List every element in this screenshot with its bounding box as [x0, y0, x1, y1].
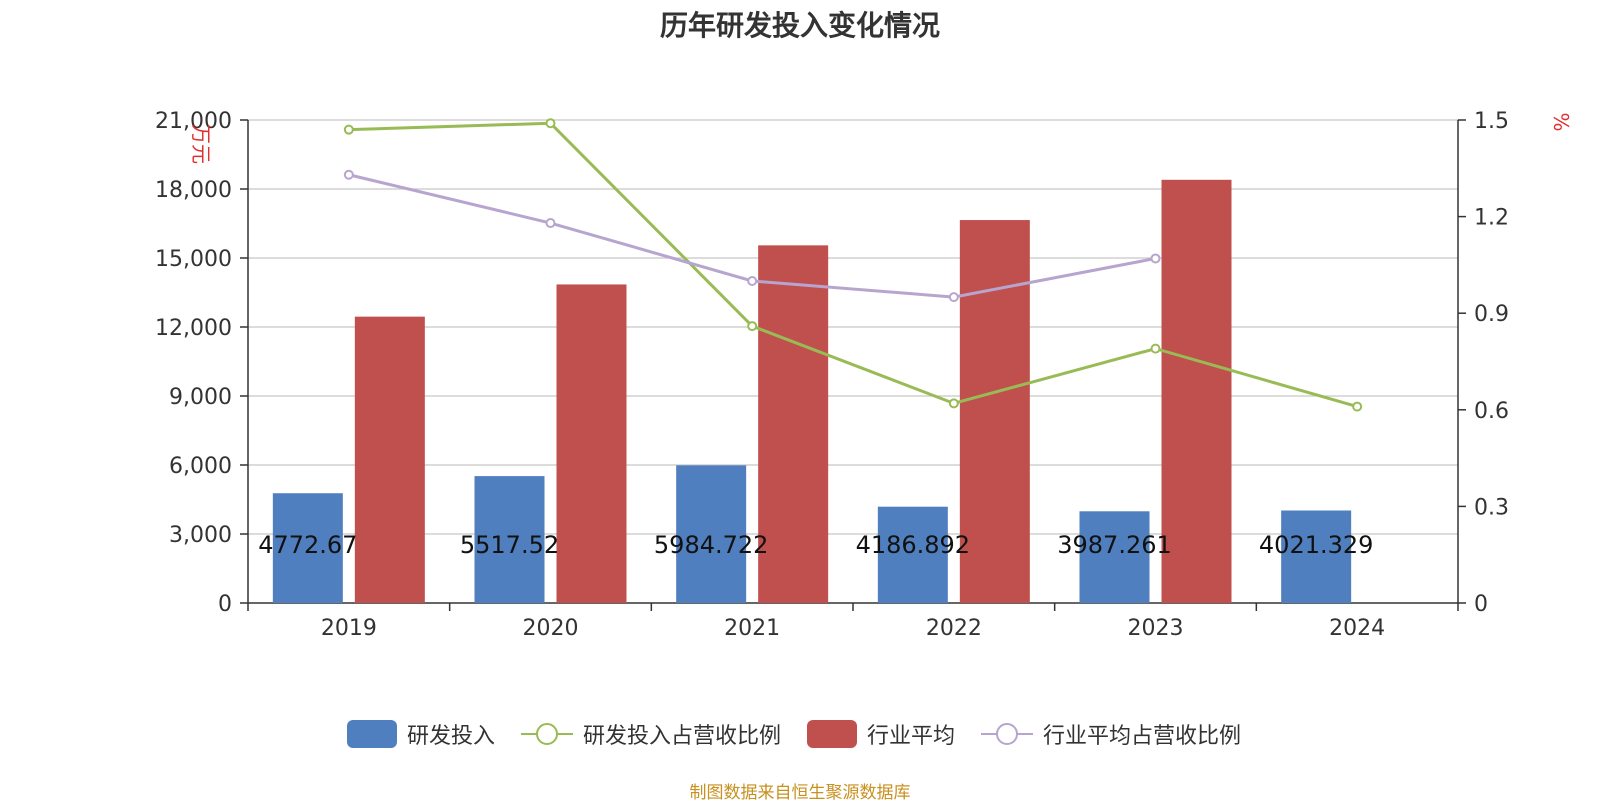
bar-industry: [959, 220, 1030, 604]
legend-label-rd-ratio: 研发投入占营收比例: [582, 724, 781, 749]
point-rd-ratio: [343, 124, 354, 135]
legend-item-rd[interactable]: 研发投入: [346, 718, 495, 750]
legend: 研发投入 研发投入占营收比例 行业平均 行业平均占营收比例: [0, 718, 1600, 750]
x-tick-label: 2021: [724, 616, 780, 641]
y-left-tick-label: 15,000: [155, 247, 232, 272]
bar-rd-label: 3987.261: [1057, 531, 1172, 559]
y-left-tick-label: 12,000: [155, 316, 232, 341]
legend-swatch-rd-ratio: [520, 723, 573, 745]
y-right-tick-label: 0.3: [1474, 495, 1509, 520]
legend-item-rd-ratio[interactable]: 研发投入占营收比例: [520, 718, 781, 750]
x-tick-label: 2023: [1128, 616, 1184, 641]
source-note: 制图数据来自恒生聚源数据库: [689, 783, 911, 803]
y-left-unit-label: 万元: [189, 124, 213, 164]
bar-rd: [676, 465, 747, 603]
x-tick-label: 2020: [523, 616, 579, 641]
point-rd-ratio: [747, 321, 758, 332]
bar-rd-label: 4021.329: [1259, 531, 1374, 559]
legend-item-ind[interactable]: 行业平均: [807, 718, 955, 750]
point-industry-ratio: [545, 218, 556, 229]
axes: 0 3,000 6,000 9,000 12,000 15,000 18,000 21,000…: [155, 109, 1573, 641]
y-right-tick-label: 1.2: [1474, 206, 1509, 231]
point-rd-ratio: [1352, 401, 1363, 412]
x-tick-label: 2024: [1329, 616, 1385, 641]
legend-label-rd: 研发投入: [406, 724, 495, 749]
y-left-tick-label: 6,000: [169, 454, 232, 479]
bar-industry: [1161, 179, 1232, 604]
y-left-tick-label: 0: [218, 592, 232, 617]
bar-rd-label: 4772.67: [258, 531, 357, 559]
bar-rd-label: 4186.892: [856, 531, 971, 559]
bar-industry: [758, 245, 829, 603]
bar-industry: [556, 284, 627, 603]
y-left-tick-label: 3,000: [169, 523, 232, 548]
bar-rd: [877, 506, 948, 603]
line-rd-ratio: [348, 121, 1358, 409]
y-right-tick-label: 0.9: [1474, 302, 1509, 327]
legend-swatch-ind: [807, 720, 857, 748]
y-right-tick-label: 1.5: [1474, 109, 1509, 134]
point-industry-ratio: [1150, 253, 1161, 264]
y-right-tick-label: 0.6: [1474, 399, 1509, 424]
grid-lines: [248, 119, 1458, 535]
point-rd-ratio: [948, 398, 959, 409]
legend-swatch-rd: [346, 720, 397, 748]
lines: [343, 118, 1363, 412]
bar-industry: [354, 316, 425, 603]
point-industry-ratio: [948, 292, 959, 303]
point-industry-ratio: [343, 169, 354, 180]
legend-label-ind: 行业平均: [867, 724, 956, 749]
bar-rd: [272, 493, 343, 603]
y-left-tick-label: 18,000: [155, 178, 232, 203]
y-left-tick-label: 21,000: [155, 109, 232, 134]
y-right-tick-label: 0: [1474, 592, 1488, 617]
point-rd-ratio: [1150, 343, 1161, 354]
y-left-tick-label: 9,000: [169, 385, 232, 410]
x-tick-label: 2019: [321, 616, 377, 641]
data-labels: 4772.67 5517.52 5984.722 4186.892 3987.261 40…: [258, 531, 1373, 559]
bar-rd: [1079, 511, 1150, 603]
chart-canvas: 0 3,000 6,000 9,000 12,000 15,000 18,000 21,000…: [155, 109, 1573, 641]
bar-rd: [474, 476, 545, 603]
point-rd-ratio: [545, 118, 556, 129]
chart-title: 历年研发投入变化情况: [659, 9, 940, 42]
point-industry-ratio: [747, 276, 758, 286]
bar-rd-label: 5517.52: [460, 531, 559, 559]
bars: [272, 179, 1352, 604]
bar-rd: [1281, 510, 1352, 603]
x-tick-label: 2022: [926, 616, 982, 641]
legend-label-ind-ratio: 行业平均占营收比例: [1043, 724, 1242, 749]
legend-item-ind-ratio[interactable]: 行业平均占营收比例: [981, 718, 1241, 750]
legend-swatch-ind-ratio: [981, 723, 1034, 745]
y-right-unit-label: %: [1549, 112, 1573, 131]
bar-rd-label: 5984.722: [654, 531, 769, 559]
